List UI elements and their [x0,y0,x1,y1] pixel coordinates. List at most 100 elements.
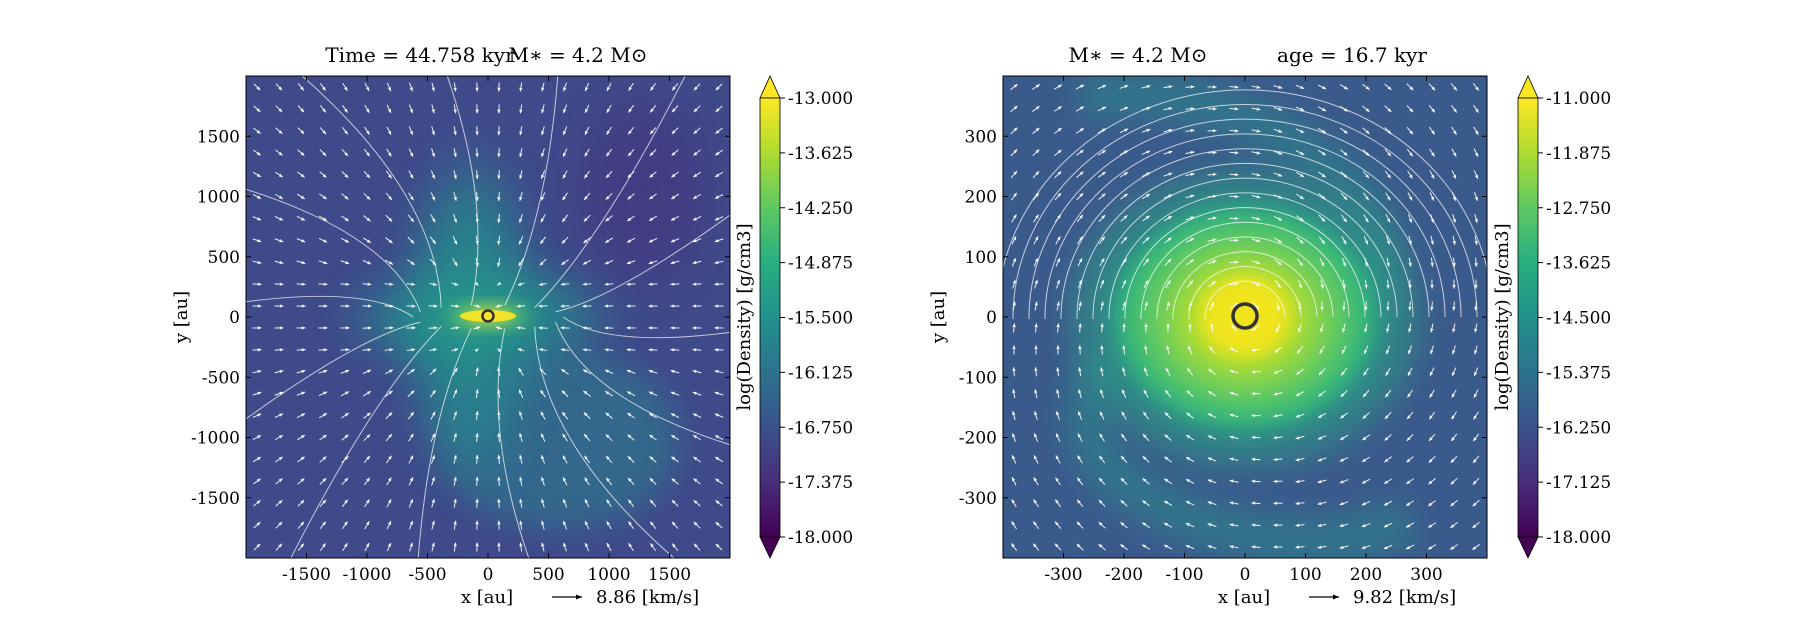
velocity-arrow-head [1100,367,1104,372]
colorbar-tick-label: -13.625 [1546,254,1611,274]
velocity-arrow-head [1143,411,1147,416]
velocity-arrow-head [1408,262,1412,267]
velocity-arrow-head [409,109,413,114]
velocity-arrow-head [1295,457,1300,462]
velocity-arrow-head [497,109,501,114]
velocity-arrow-head [1429,415,1433,420]
velocity-arrow-head [714,413,719,417]
velocity-arrow-head [431,433,435,438]
velocity-arrow-head [1275,328,1280,333]
velocity-arrow-head [344,239,349,243]
velocity-arrow-head [1229,545,1234,549]
velocity-arrow-head [627,217,632,221]
velocity-arrow-head [431,542,435,547]
velocity-arrow-head [692,304,697,308]
velocity-arrow-head [605,195,610,200]
velocity-arrow-head [1408,350,1412,355]
x-tick-label: 1500 [648,565,691,585]
velocity-arrow-head [1035,127,1040,132]
velocity-arrow-head [1295,501,1300,506]
velocity-arrow-head [1407,393,1411,398]
velocity-arrow-head [301,326,306,330]
velocity-arrow-head [1190,128,1195,133]
velocity-arrow-head [1234,151,1239,155]
velocity-arrow-head [519,411,523,416]
velocity-arrow-head [1386,306,1390,311]
velocity-arrow-head [1034,345,1038,349]
velocity-arrow-head [1386,284,1390,289]
velocity-arrow-head [1099,477,1103,482]
velocity-arrow-head [366,455,370,460]
velocity-arrow-head [1145,258,1149,263]
streamline [1124,207,1366,320]
velocity-arrow-head [1408,306,1412,311]
velocity-arrow-head [1122,367,1126,372]
velocity-arrow-head [1188,323,1192,328]
velocity-arrow-head [322,478,327,482]
velocity-arrow-head [692,413,697,417]
velocity-arrow-head [1409,130,1413,135]
y-tick-label: 100 [965,248,997,268]
velocity-arrow-head [433,348,437,352]
x-tick-label: 100 [1289,565,1321,585]
velocity-arrow-head [1364,218,1369,223]
velocity-arrow-head [693,195,698,199]
velocity-arrow-head [648,369,653,374]
velocity-arrow-head [1099,433,1103,438]
velocity-arrow-head [453,131,457,136]
streamline [534,326,675,558]
velocity-arrow-head [1212,216,1217,220]
velocity-arrow-head [453,240,457,245]
velocity-arrow-head [1251,370,1256,374]
velocity-arrow-head [671,130,676,134]
velocity-arrow-head [563,130,567,135]
velocity-arrow-head [693,130,698,134]
velocity-arrow-head [1364,350,1368,355]
velocity-arrow-head [257,413,262,417]
x-tick-label: -1500 [282,565,331,585]
velocity-arrow-head [1474,240,1478,245]
velocity-arrow-head [1189,280,1193,285]
velocity-arrow-head [541,131,545,136]
velocity-arrow-head [1361,545,1366,550]
velocity-arrow-head [1256,85,1261,89]
velocity-arrow-head [604,348,609,352]
velocity-arrow-head [344,456,349,461]
left-velocity-vectors [246,76,730,558]
velocity-arrow-head [476,304,481,308]
velocity-arrow-head [256,543,261,548]
velocity-arrow-head [1299,195,1304,199]
velocity-arrow-head [495,304,500,308]
velocity-arrow-head [1164,522,1169,527]
velocity-arrow-head [1080,84,1085,89]
velocity-arrow-head [1295,523,1300,527]
velocity-arrow-head [1472,480,1477,485]
velocity-arrow-head [345,304,350,308]
velocity-arrow-head [1033,521,1037,526]
velocity-arrow-head [583,412,588,417]
velocity-arrow-head [1474,152,1479,157]
velocity-arrow-head [433,304,438,308]
y-tick-label: 300 [965,127,997,147]
velocity-arrow-head [1320,284,1324,289]
velocity-arrow-head [1386,240,1390,245]
right-vector-key: 9.82 [km/s] [1309,587,1456,608]
velocity-arrow-head [541,520,545,525]
velocity-arrow-head [453,433,457,438]
velocity-arrow-head [1339,523,1344,528]
velocity-arrow-head [692,326,697,330]
velocity-arrow-head [605,434,610,439]
velocity-arrow-head [366,434,371,439]
velocity-arrow-head [1300,151,1305,155]
velocity-arrow-head [301,304,306,308]
velocity-arrow-head [278,521,283,526]
velocity-arrow-head [1251,523,1256,527]
right-panel: -300 -200 -100 0 100 200 300 300 200 100 0 -100 -200… [928,43,1611,608]
velocity-arrow-head [433,282,437,286]
velocity-arrow-head [1166,323,1170,328]
velocity-arrow-head [1207,479,1212,483]
velocity-arrow-head [1321,240,1325,244]
velocity-arrow-head [1102,106,1107,111]
velocity-arrow-head [539,282,543,286]
velocity-arrow-head [279,238,284,243]
